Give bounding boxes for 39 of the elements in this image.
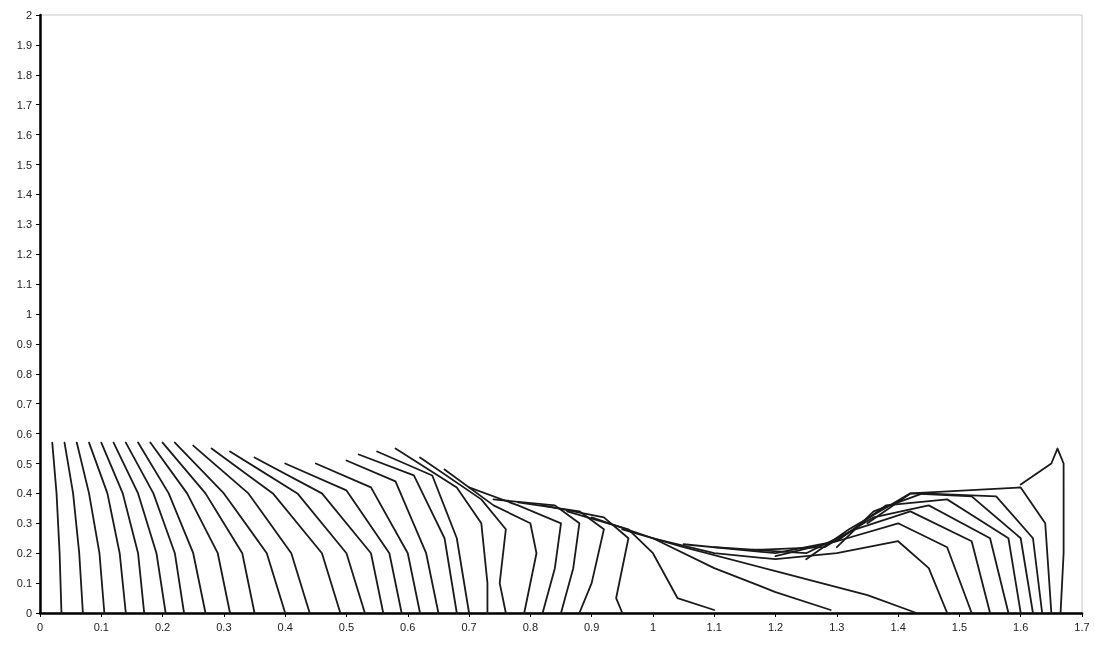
x-tick-label: 1.7 (1074, 620, 1090, 633)
x-tick-label: 0.3 (216, 620, 232, 633)
x-tick-label: 1 (649, 620, 656, 633)
x-tick-label: 1.1 (706, 620, 722, 633)
y-tick-label: 1.9 (16, 38, 32, 51)
x-tick-label: 0.1 (93, 620, 109, 633)
x-tick-label: 0.7 (461, 620, 477, 633)
x-tick-label: 0.5 (338, 620, 355, 633)
x-tick-label: 0.2 (154, 620, 171, 633)
x-tick-label: 0.9 (584, 620, 600, 633)
y-tick-label: 1.7 (16, 98, 32, 111)
x-tick-label: 0.4 (277, 620, 293, 633)
y-tick-label: 1.3 (16, 218, 32, 231)
x-tick-label: 0 (36, 620, 44, 633)
x-tick-label: 1.3 (829, 620, 845, 633)
y-tick-label: 0.7 (16, 397, 32, 410)
x-tick-label: 0.6 (400, 620, 416, 633)
y-tick-label: 0.4 (16, 487, 32, 500)
y-tick-label: 1.2 (16, 248, 32, 261)
y-tick-label: 0.5 (16, 457, 32, 470)
y-tick-label: 2 (25, 9, 32, 21)
y-tick-label: 0.3 (16, 517, 32, 530)
y-tick-label: 0.2 (16, 547, 32, 560)
x-tick-label: 1.2 (767, 620, 784, 633)
y-tick-label: 1.6 (16, 128, 32, 141)
x-tick-label: 0.8 (522, 620, 538, 633)
y-tick-label: 1 (25, 308, 32, 320)
x-tick-label: 1.6 (1013, 620, 1029, 633)
y-tick-label: 0.9 (16, 337, 32, 350)
x-tick-label: 1.5 (951, 620, 968, 633)
x-tick-label: 1.4 (890, 620, 906, 633)
y-tick-label: 1.1 (16, 278, 32, 291)
y-tick-label: 1.5 (16, 158, 32, 171)
y-tick-label: 0.1 (16, 577, 32, 590)
y-tick-label: 0.8 (16, 367, 32, 380)
y-tick-label: 1.4 (16, 188, 32, 201)
y-tick-label: 0 (25, 607, 32, 619)
y-tick-label: 1.8 (16, 68, 32, 81)
y-tick-label: 0.6 (16, 427, 32, 440)
